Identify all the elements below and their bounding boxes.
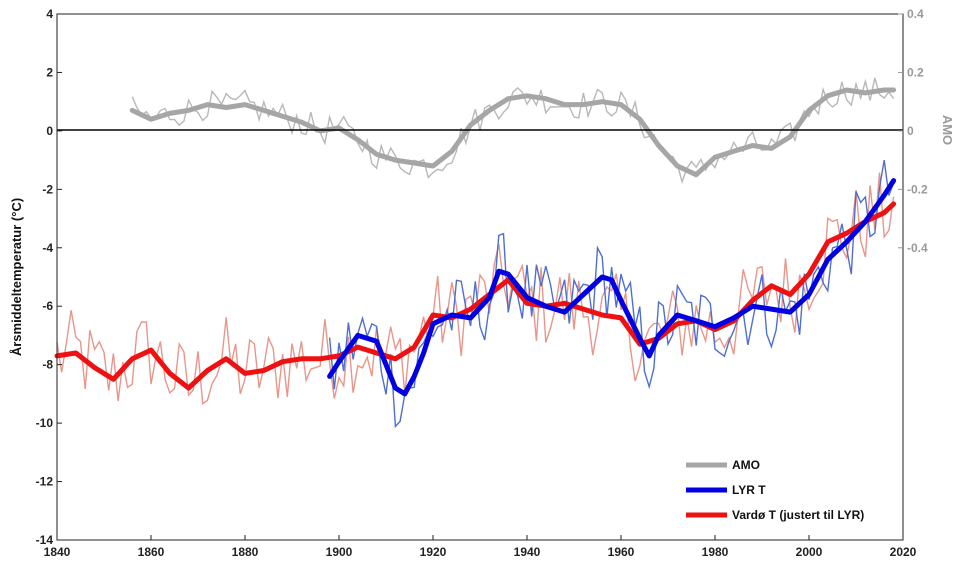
plot-frame — [56, 13, 904, 541]
x-tick-label: 1880 — [232, 545, 259, 559]
x-tick-label: 2020 — [890, 545, 917, 559]
y-tick-label: 2 — [46, 65, 53, 79]
legend: AMO LYR T Vardø T (justert til LYR) — [686, 458, 864, 522]
y-tick-label: -4 — [42, 241, 53, 255]
x-tick-label: 1900 — [326, 545, 353, 559]
y-tick-label: -6 — [42, 299, 53, 313]
series-line-lyr-smoothed — [327, 178, 897, 397]
axes-layer: 1840 1860 1880 1900 1920 1940 1960 1980 2000 2020… — [36, 7, 928, 559]
legend-label-lyr: LYR T — [732, 483, 766, 497]
x-tick-label: 1940 — [514, 545, 541, 559]
y2-tick-label: -0.2 — [907, 182, 928, 196]
y-tick-label: 0 — [46, 124, 53, 138]
x-tick-label: 1960 — [608, 545, 635, 559]
x-tick-label: 2000 — [796, 545, 823, 559]
y-tick-label: 4 — [46, 7, 53, 21]
legend-label-vardo: Vardø T (justert til LYR) — [732, 508, 864, 522]
smoothed-series-layer — [54, 87, 897, 397]
series-line-lyr-annual — [328, 159, 895, 429]
y2-axis-label: AMO — [940, 115, 955, 145]
y-tick-label: -8 — [42, 358, 53, 372]
y-tick-label: -14 — [36, 533, 54, 547]
y2-tick-label: -0.4 — [907, 241, 928, 255]
x-tick-label: 1840 — [44, 545, 71, 559]
x-tick-label: 1980 — [702, 545, 729, 559]
legend-label-amo: AMO — [732, 458, 760, 472]
x-tick-label: 1860 — [138, 545, 165, 559]
y-tick-label: -2 — [42, 182, 53, 196]
x-tick-label: 1920 — [420, 545, 447, 559]
y2-tick-label: 0.4 — [907, 7, 924, 21]
y-tick-label: -12 — [36, 475, 54, 489]
y-tick-label: -10 — [36, 416, 54, 430]
series-line-amo-smoothed — [129, 87, 897, 178]
y-axis-label: Årsmiddeltemperatur (°C) — [9, 198, 24, 356]
series-line-vardo-smoothed — [54, 201, 897, 391]
y2-tick-label: 0 — [907, 124, 914, 138]
y2-tick-label: 0.2 — [907, 65, 924, 79]
